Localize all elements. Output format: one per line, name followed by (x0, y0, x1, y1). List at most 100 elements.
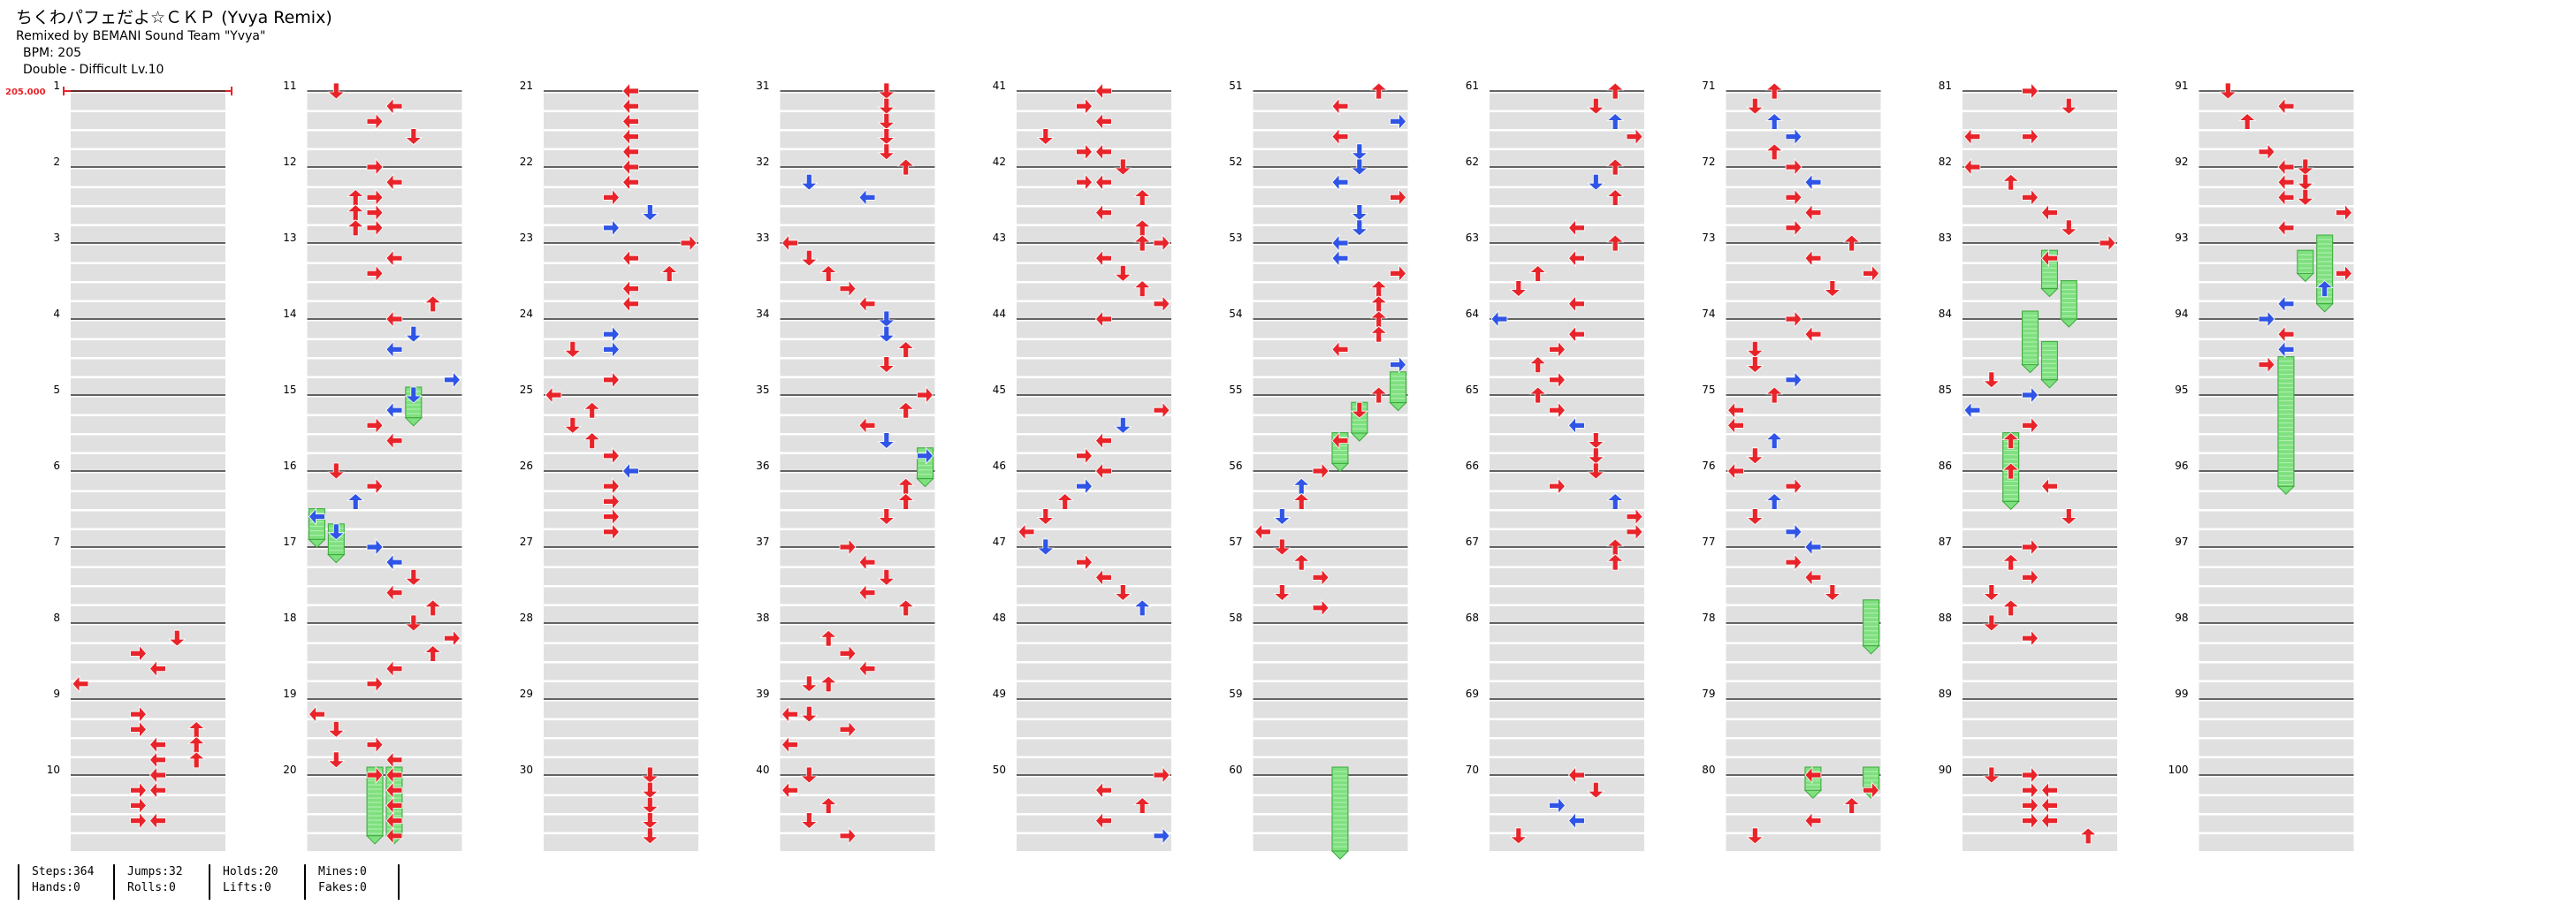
beat-row-band (71, 264, 225, 281)
step-arrow-left (1094, 203, 1112, 222)
step-arrow-right (1312, 598, 1330, 617)
beat-row-band (1726, 796, 1881, 813)
beat-row-band (1017, 606, 1171, 623)
beat-row-band (1962, 302, 2117, 319)
beat-row-band (1726, 112, 1881, 129)
step-arrow-up (1133, 796, 1152, 814)
beat-row-band (1726, 625, 1881, 643)
step-arrow-down (877, 356, 896, 374)
step-arrow-left (2277, 218, 2295, 237)
step-arrow-down (404, 128, 423, 146)
beat-row-band (1962, 796, 2117, 813)
beat-row-band (1253, 283, 1408, 300)
beat-row-band (1726, 416, 1881, 433)
hold-tail (1389, 402, 1407, 412)
measure-number: 63 (1466, 232, 1479, 244)
step-arrow-down (1746, 356, 1764, 374)
step-arrow-right (2022, 537, 2039, 557)
beat-row-band (1253, 473, 1408, 491)
beat-row-band (1490, 112, 1644, 129)
step-arrow-right (366, 416, 384, 435)
step-arrow-left (149, 781, 166, 800)
beat-row-band (780, 340, 935, 357)
measure-number: 28 (520, 612, 533, 624)
measure-number: 80 (1702, 764, 1715, 776)
beat-row-band (1017, 644, 1171, 661)
step-arrow-right (1390, 264, 1407, 283)
measure-number: 10 (47, 764, 60, 776)
beat-row-band (1962, 245, 2117, 262)
step-arrow-down (641, 204, 659, 222)
step-arrow-left (1094, 173, 1112, 192)
step-arrow-left (1804, 173, 1822, 192)
beat-row-band (1253, 245, 1408, 262)
measure-number: 60 (1229, 764, 1242, 776)
beat-row-band (1253, 720, 1408, 737)
step-arrow-up (187, 751, 206, 769)
step-arrow-up (347, 492, 365, 510)
measure-number: 33 (756, 232, 769, 244)
beat-row-band (71, 549, 225, 567)
beat-row-band (1253, 378, 1408, 395)
beat-row-band (1017, 625, 1171, 643)
beat-row-band (1253, 321, 1408, 338)
step-arrow-left (1567, 294, 1585, 313)
step-arrow-left (385, 309, 403, 329)
beat-row-band (307, 473, 462, 491)
step-arrow-down (1036, 538, 1055, 556)
beat-row-band (780, 530, 935, 547)
step-arrow-down (1273, 508, 1292, 526)
hold-tail (404, 417, 423, 427)
step-arrow-left (1094, 431, 1112, 450)
beat-row-band (1490, 378, 1644, 395)
step-arrow-left (385, 553, 403, 572)
beat-row-band (544, 264, 698, 281)
beat-row-band (544, 834, 698, 851)
beat-row-band (1490, 321, 1644, 338)
beat-row-band (1726, 359, 1881, 376)
song-header: ちくわパフェだよ☆ＣＫＰ (Yvya Remix) Remixed by BEM… (16, 7, 332, 79)
beat-row-band (1017, 682, 1171, 699)
step-arrow-right (1785, 553, 1802, 572)
beat-row-band (1017, 340, 1171, 357)
beat-row-band (2199, 796, 2354, 813)
beat-row-band (307, 568, 462, 585)
beat-row-band (2199, 720, 2354, 737)
step-arrow-left (858, 416, 876, 435)
step-arrow-down (1114, 264, 1132, 282)
hold-tail (2040, 288, 2059, 298)
beat-row-band (544, 492, 698, 509)
step-arrow-down (1509, 280, 1528, 298)
beat-row-band (1726, 663, 1881, 681)
beat-row-band (1962, 815, 2117, 833)
beat-row-band (1490, 473, 1644, 491)
measure-number: 31 (756, 80, 769, 92)
step-arrow-left (1094, 309, 1112, 329)
step-arrow-right (603, 446, 621, 465)
beat-row-band (1726, 397, 1881, 414)
beat-row-band (780, 606, 935, 623)
beat-row-band (2199, 739, 2354, 757)
beat-row-band (1017, 378, 1171, 395)
beat-row-band (2199, 530, 2354, 547)
measure-number: 45 (993, 384, 1006, 396)
beat-row-band (2199, 321, 2354, 338)
step-arrow-down (800, 766, 819, 784)
measure-number: 51 (1229, 80, 1242, 92)
step-arrow-right (1785, 157, 1802, 177)
beat-row-band (1726, 777, 1881, 795)
beat-row-band (544, 815, 698, 833)
step-arrow-left (2040, 477, 2058, 496)
step-arrow-right (366, 735, 384, 754)
step-arrow-down (404, 325, 423, 343)
beat-row-band (71, 625, 225, 643)
beat-row-band (1726, 492, 1881, 509)
step-arrow-right (444, 629, 461, 648)
beat-row-band (544, 663, 698, 681)
step-arrow-up (660, 264, 679, 282)
step-arrow-right (2258, 309, 2275, 329)
step-arrow-right (1785, 477, 1802, 496)
beat-row-band (544, 606, 698, 623)
step-arrow-left (1804, 203, 1822, 222)
